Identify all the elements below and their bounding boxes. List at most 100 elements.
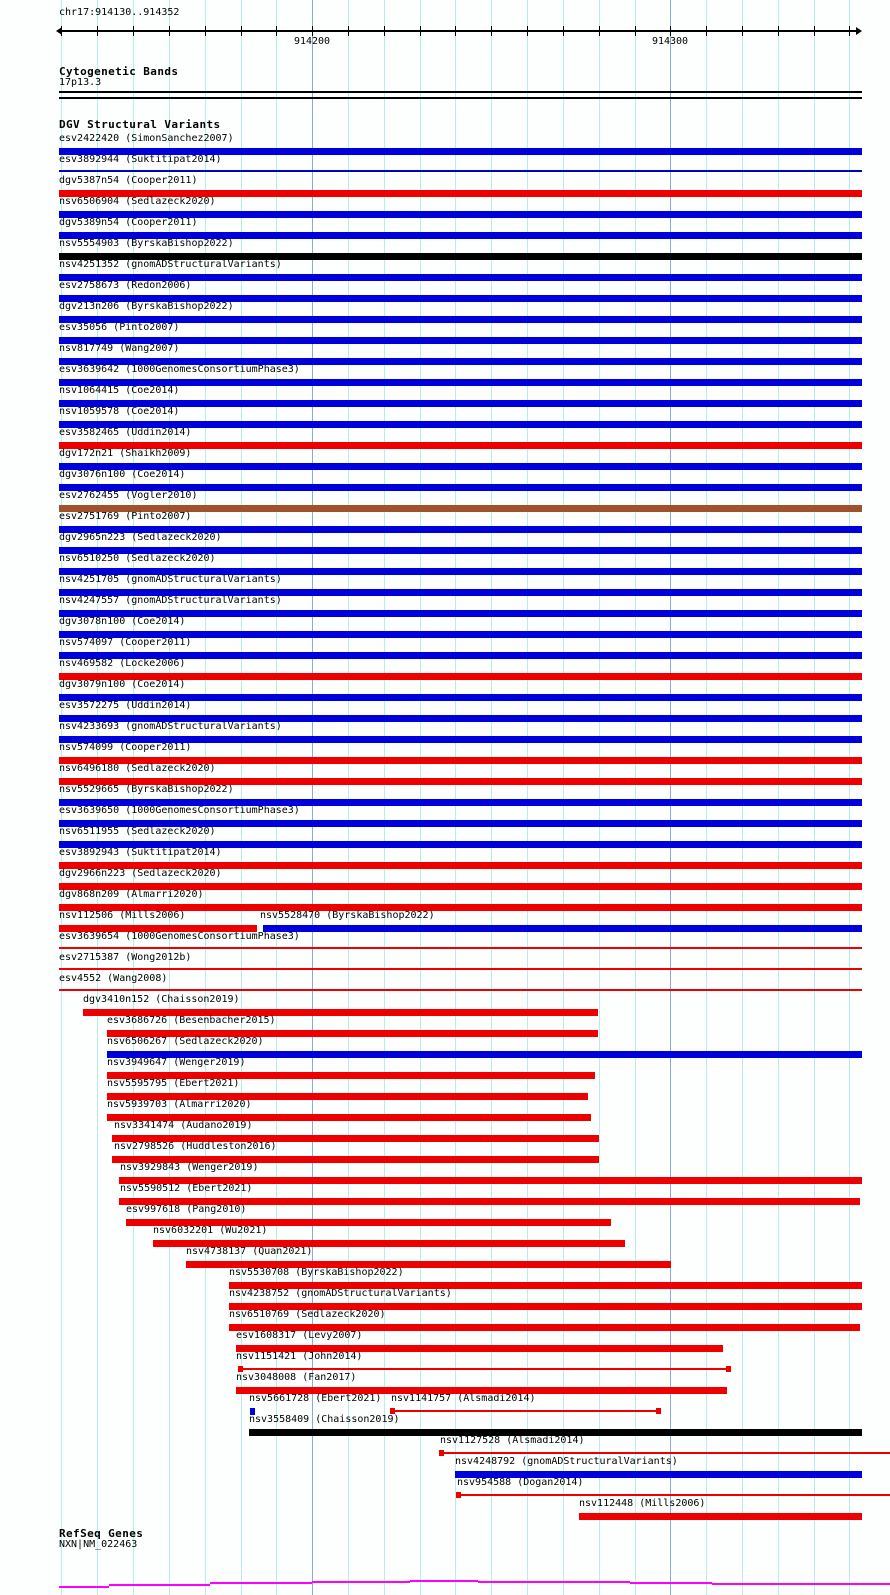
variant-label[interactable]: esv3639654 (1000GenomesConsortiumPhase3) <box>59 931 300 942</box>
variant-endpoint[interactable] <box>238 1366 243 1372</box>
variant-bar[interactable] <box>59 274 862 281</box>
variant-bar[interactable] <box>59 631 862 638</box>
variant-bar[interactable] <box>455 1471 862 1478</box>
variant-label[interactable]: nsv4738137 (Quan2021) <box>186 1246 313 1257</box>
variant-bar[interactable] <box>59 316 862 323</box>
variant-label[interactable]: dgv172n21 (Shaikh2009) <box>59 448 192 459</box>
variant-bar[interactable] <box>59 505 862 512</box>
variant-bar[interactable] <box>59 379 862 386</box>
variant-endpoint[interactable] <box>439 1450 444 1456</box>
variant-bar[interactable] <box>392 1410 659 1412</box>
variant-bar[interactable] <box>153 1240 625 1247</box>
variant-label[interactable]: esv2422420 (SimonSanchez2007) <box>59 133 234 144</box>
variant-label[interactable]: esv1608317 (Levy2007) <box>236 1330 363 1341</box>
variant-label[interactable]: nsv1151421 (John2014) <box>236 1351 363 1362</box>
variant-label[interactable]: esv997618 (Pang2010) <box>126 1204 247 1215</box>
variant-bar[interactable] <box>59 526 862 533</box>
variant-bar[interactable] <box>59 883 862 890</box>
variant-label[interactable]: esv2758673 (Redon2006) <box>59 280 192 291</box>
gene-line-segment[interactable] <box>410 1580 478 1582</box>
variant-label[interactable]: dgv213n206 (ByrskaBishop2022) <box>59 301 234 312</box>
variant-label[interactable]: nsv3929843 (Wenger2019) <box>120 1162 259 1173</box>
variant-label[interactable]: nsv5529665 (ByrskaBishop2022) <box>59 784 234 795</box>
variant-bar[interactable] <box>59 820 862 827</box>
variant-bar[interactable] <box>59 232 862 239</box>
variant-bar[interactable] <box>59 989 862 991</box>
variant-label[interactable]: esv3892943 (Suktitipat2014) <box>59 847 222 858</box>
variant-bar[interactable] <box>59 947 862 949</box>
variant-bar[interactable] <box>126 1219 611 1226</box>
variant-bar[interactable] <box>59 484 862 491</box>
variant-label[interactable]: nsv3558409 (Chaisson2019) <box>249 1414 400 1425</box>
variant-endpoint[interactable] <box>726 1366 731 1372</box>
variant-label[interactable]: nsv4247557 (gnomADStructuralVariants) <box>59 595 282 606</box>
variant-label[interactable]: nsv4233693 (gnomADStructuralVariants) <box>59 721 282 732</box>
variant-bar[interactable] <box>119 1198 860 1205</box>
cytogenetic-band-bottom-edge[interactable] <box>59 97 862 99</box>
variant-bar[interactable] <box>107 1072 595 1079</box>
variant-bar[interactable] <box>250 1408 255 1415</box>
variant-bar[interactable] <box>59 673 862 680</box>
variant-label[interactable]: nsv6506267 (Sedlazeck2020) <box>107 1036 264 1047</box>
gene-line-segment[interactable] <box>478 1581 630 1583</box>
gene-line-segment[interactable] <box>210 1582 312 1584</box>
variant-label[interactable]: esv2762455 (Vogler2010) <box>59 490 198 501</box>
variant-bar[interactable] <box>59 442 862 449</box>
variant-label[interactable]: nsv5528470 (ByrskaBishop2022) <box>260 910 435 921</box>
variant-bar[interactable] <box>107 1093 588 1100</box>
variant-bar[interactable] <box>59 925 257 932</box>
variant-bar[interactable] <box>441 1452 890 1454</box>
variant-bar[interactable] <box>107 1114 591 1121</box>
variant-bar[interactable] <box>59 610 862 617</box>
variant-label[interactable]: dgv3079n100 (Coe2014) <box>59 679 186 690</box>
variant-label[interactable]: nsv4251705 (gnomADStructuralVariants) <box>59 574 282 585</box>
variant-bar[interactable] <box>59 715 862 722</box>
variant-label[interactable]: nsv1141757 (Alsmadi2014) <box>391 1393 536 1404</box>
variant-bar[interactable] <box>59 652 862 659</box>
variant-label[interactable]: dgv5387n54 (Cooper2011) <box>59 175 198 186</box>
variant-label[interactable]: esv3686726 (Besenbacher2015) <box>107 1015 276 1026</box>
variant-label[interactable]: nsv6511955 (Sedlazeck2020) <box>59 826 216 837</box>
variant-label[interactable]: esv2751769 (Pinto2007) <box>59 511 192 522</box>
variant-label[interactable]: esv3572275 (Uddin2014) <box>59 700 192 711</box>
variant-bar[interactable] <box>59 190 862 197</box>
variant-bar[interactable] <box>112 1156 599 1163</box>
variant-label[interactable]: nsv6496180 (Sedlazeck2020) <box>59 763 216 774</box>
variant-label[interactable]: nsv4251352 (gnomADStructuralVariants) <box>59 259 282 270</box>
variant-bar[interactable] <box>59 968 862 970</box>
variant-label[interactable]: dgv3078n100 (Coe2014) <box>59 616 186 627</box>
variant-label[interactable]: nsv4248792 (gnomADStructuralVariants) <box>455 1456 678 1467</box>
variant-label[interactable]: nsv112506 (Mills2006) <box>59 910 186 921</box>
variant-endpoint[interactable] <box>456 1492 461 1498</box>
variant-bar[interactable] <box>107 1051 862 1058</box>
variant-bar[interactable] <box>112 1135 599 1142</box>
variant-bar[interactable] <box>59 170 862 172</box>
variant-label[interactable]: nsv4238752 (gnomADStructuralVariants) <box>229 1288 452 1299</box>
refseq-gene-label[interactable]: NXN|NM_022463 <box>59 1539 138 1550</box>
variant-label[interactable]: nsv3048008 (Fan2017) <box>236 1372 357 1383</box>
variant-bar[interactable] <box>229 1282 862 1289</box>
variant-label[interactable]: nsv574099 (Cooper2011) <box>59 742 192 753</box>
variant-label[interactable]: esv3639650 (1000GenomesConsortiumPhase3) <box>59 805 300 816</box>
variant-label[interactable]: nsv5530708 (ByrskaBishop2022) <box>229 1267 404 1278</box>
variant-label[interactable]: nsv954588 (Dogan2014) <box>457 1477 584 1488</box>
variant-bar[interactable] <box>59 757 862 764</box>
variant-label[interactable]: esv3892944 (Suktitipat2014) <box>59 154 222 165</box>
variant-label[interactable]: nsv3341474 (Audano2019) <box>114 1120 253 1131</box>
variant-bar[interactable] <box>59 547 862 554</box>
variant-label[interactable]: dgv3410n152 (Chaisson2019) <box>83 994 240 1005</box>
variant-label[interactable]: nsv6506904 (Sedlazeck2020) <box>59 196 216 207</box>
variant-bar[interactable] <box>59 799 862 806</box>
gene-line-segment[interactable] <box>312 1581 410 1583</box>
variant-label[interactable]: esv4552 (Wang2008) <box>59 973 168 984</box>
variant-bar[interactable] <box>59 862 862 869</box>
variant-bar[interactable] <box>119 1177 862 1184</box>
variant-bar[interactable] <box>229 1324 860 1331</box>
cytogenetic-band-top-edge[interactable] <box>59 91 862 93</box>
variant-label[interactable]: nsv5939703 (Almarri2020) <box>107 1099 252 1110</box>
variant-label[interactable]: nsv3949647 (Wenger2019) <box>107 1057 246 1068</box>
variant-bar[interactable] <box>107 1030 598 1037</box>
variant-bar[interactable] <box>59 337 862 344</box>
variant-endpoint[interactable] <box>656 1408 661 1414</box>
variant-label[interactable]: nsv6032201 (Wu2021) <box>153 1225 268 1236</box>
